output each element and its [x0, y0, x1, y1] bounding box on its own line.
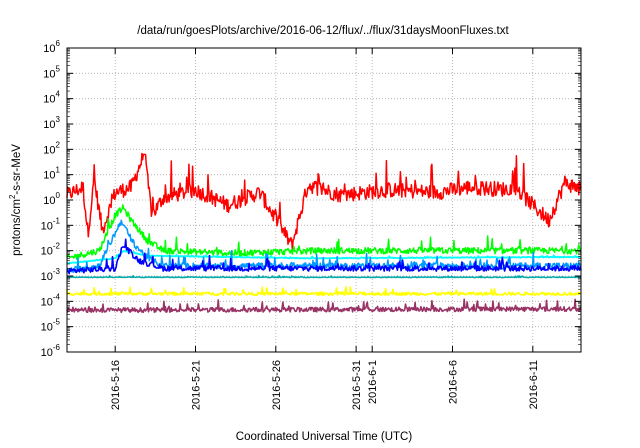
y-tick-label: 101: [43, 166, 60, 182]
flux-series-line: [66, 286, 582, 297]
flux-series-line: [66, 298, 582, 314]
y-tick-exponent: 6: [56, 39, 61, 48]
plot-frame: [66, 47, 582, 353]
y-tick-exponent: -5: [53, 318, 61, 327]
flux-series-line: [66, 238, 582, 275]
flux-series-line: [66, 274, 582, 279]
y-tick-label: 10-3: [41, 267, 61, 283]
flux-series-line: [66, 152, 582, 251]
y-tick-base: 10: [41, 322, 53, 334]
y-tick-base: 10: [43, 144, 55, 156]
y-tick-exponent: 2: [56, 140, 61, 149]
y-tick-base: 10: [43, 68, 55, 80]
y-tick-base: 10: [43, 195, 55, 207]
y-tick-base: 10: [41, 271, 53, 283]
y-tick-label: 10-2: [41, 242, 61, 258]
y-tick-base: 10: [41, 296, 53, 308]
y-tick-label: 100: [43, 191, 60, 207]
y-tick-base: 10: [41, 220, 53, 232]
y-tick-label: 103: [43, 115, 60, 131]
x-tick-label: 2016-6-11: [528, 360, 540, 409]
y-tick-label: 10-4: [41, 292, 61, 308]
y-tick-label: 10-6: [41, 343, 61, 359]
y-tick-exponent: -6: [53, 343, 61, 352]
y-tick-exponent: 0: [56, 191, 61, 200]
x-tick-label: 2016-5-31: [351, 360, 363, 410]
y-axis-label-base: protons/cm: [11, 199, 23, 256]
y-tick-base: 10: [43, 119, 55, 131]
y-tick-exponent: 1: [56, 166, 61, 175]
y-ticks: 10610510410310210110010-110-210-310-410-…: [41, 39, 581, 359]
y-tick-label: 104: [43, 90, 60, 106]
y-tick-base: 10: [41, 347, 53, 359]
y-tick-label: 10-1: [41, 216, 61, 232]
series-group: [66, 152, 582, 314]
x-axis-label: Coordinated Universal Time (UTC): [236, 431, 413, 443]
y-tick-exponent: -3: [53, 267, 61, 276]
y-axis-label: protons/cm2-s-sr-MeV: [8, 144, 23, 256]
x-tick-label: 2016-5-21: [191, 360, 203, 410]
chart-title: /data/run/goesPlots/archive/2016-06-12/f…: [137, 25, 509, 37]
flux-series-line: [66, 204, 582, 260]
y-tick-base: 10: [43, 43, 55, 55]
y-tick-base: 10: [41, 246, 53, 258]
y-axis-label-sup: 2: [8, 194, 17, 199]
y-tick-label: 106: [43, 39, 60, 55]
x-tick-label: 2016-6-6: [448, 360, 460, 404]
y-tick-exponent: -4: [53, 292, 61, 301]
y-tick-exponent: 5: [56, 64, 61, 73]
y-tick-base: 10: [43, 170, 55, 182]
x-tick-label: 2016-5-26: [271, 360, 283, 410]
x-tick-label: 2016-6-1: [367, 360, 379, 404]
y-tick-exponent: -1: [53, 216, 61, 225]
y-tick-exponent: -2: [53, 242, 61, 251]
y-tick-label: 10-5: [41, 318, 61, 334]
y-tick-base: 10: [43, 94, 55, 106]
y-tick-label: 102: [43, 140, 60, 156]
y-tick-exponent: 3: [56, 115, 61, 124]
y-tick-exponent: 4: [56, 90, 61, 99]
grid: [67, 48, 581, 352]
x-tick-label: 2016-5-16: [110, 360, 122, 410]
x-ticks: 2016-5-16 2016-5-21 2016-5-26 2016-5-31 2016…: [110, 48, 540, 410]
y-axis-label-rest: -s-sr-MeV: [11, 144, 23, 195]
y-tick-label: 105: [43, 64, 60, 80]
